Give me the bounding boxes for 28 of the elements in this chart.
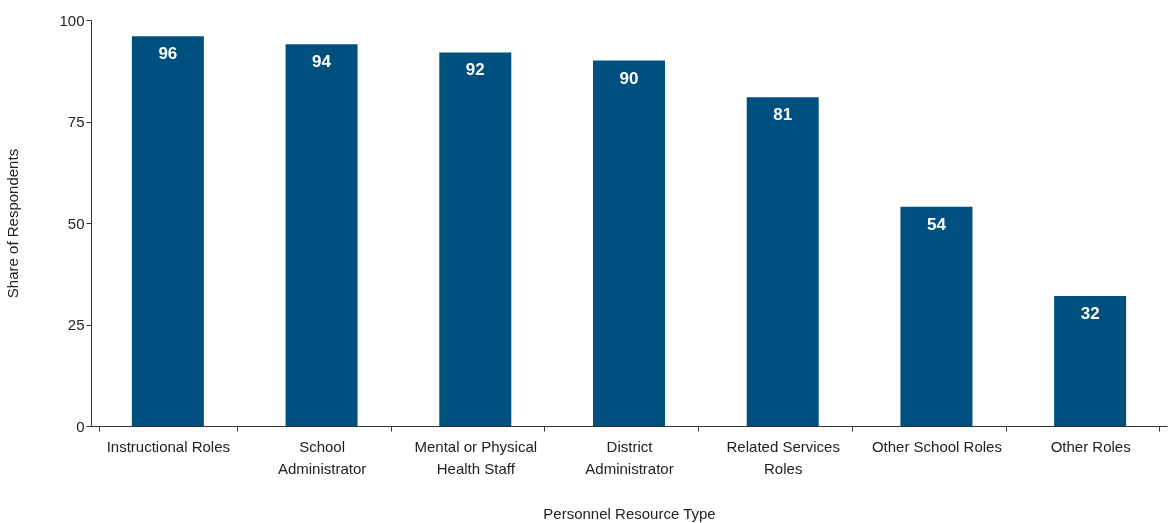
x-tick-label: Instructional Roles xyxy=(106,437,231,455)
y-tick-label: 75 xyxy=(67,113,85,130)
data-label: 92 xyxy=(465,60,485,80)
y-tick-label: 100 xyxy=(59,11,85,29)
bar xyxy=(746,97,819,426)
data-label: 81 xyxy=(773,105,793,125)
data-label: 32 xyxy=(1080,304,1100,324)
x-tick-label: School Administrator xyxy=(277,437,367,477)
y-tick-label: 0 xyxy=(76,417,85,435)
bar xyxy=(285,44,358,426)
y-tick-label: 50 xyxy=(67,214,85,232)
bar xyxy=(439,52,512,426)
y-tick-label: 25 xyxy=(67,316,85,333)
data-label: 96 xyxy=(158,44,178,64)
x-axis-title: Personnel Resource Type xyxy=(543,504,716,522)
x-tick-label: Related Services Roles xyxy=(726,437,840,477)
x-tick-label: District Administrator xyxy=(585,437,674,477)
x-tick-label: Other Roles xyxy=(1050,437,1131,455)
bar xyxy=(131,36,204,426)
x-tick-label: Mental or Physical Health Staff xyxy=(414,437,538,477)
bar xyxy=(900,206,973,426)
x-tick-label: Other School Roles xyxy=(871,437,1002,455)
data-label: 54 xyxy=(926,214,947,234)
bar xyxy=(1054,296,1127,426)
bar xyxy=(593,60,665,426)
data-label: 94 xyxy=(312,52,332,72)
data-label: 90 xyxy=(619,68,639,88)
y-axis-title: Share of Respondents xyxy=(4,148,22,299)
